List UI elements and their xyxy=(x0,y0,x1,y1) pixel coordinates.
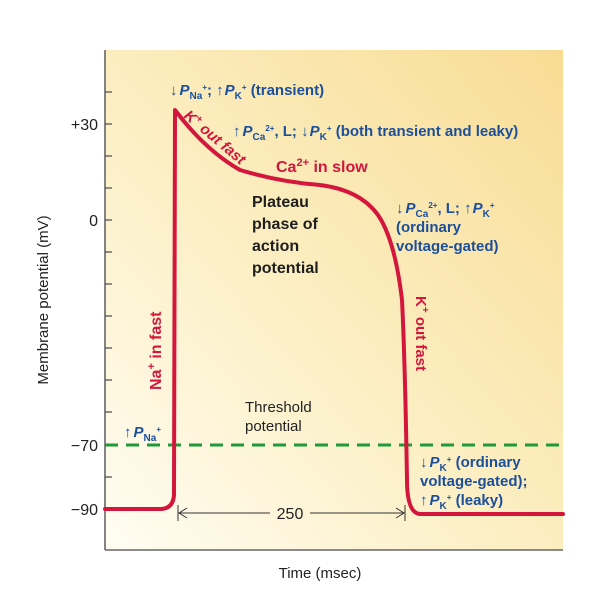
threshold-label-line1: Threshold xyxy=(245,399,312,416)
repolarization-note-line2: (ordinary xyxy=(396,219,462,236)
resting-note-line2: voltage-gated); xyxy=(420,473,528,490)
y-tick-label: −70 xyxy=(71,438,98,455)
svg-text:action: action xyxy=(252,238,299,255)
x-axis-label: Time (msec) xyxy=(279,565,362,582)
y-tick-labels: +30 0 −70 −90 xyxy=(71,117,98,519)
plateau-permeability-note: ↑ PCa2+, L; ↓PK+ (both transient and leak… xyxy=(233,123,518,143)
repolarization-note-line3: voltage-gated) xyxy=(396,238,499,255)
top-permeability-note: ↓ PNa+; ↑PK+ (transient) xyxy=(170,82,324,102)
y-tick-label: −90 xyxy=(71,502,98,519)
threshold-label-line2: potential xyxy=(245,418,302,435)
y-axis-label: Membrane potential (mV) xyxy=(35,215,52,384)
y-tick-label: 0 xyxy=(89,213,98,230)
svg-text:Plateau: Plateau xyxy=(252,194,309,211)
y-tick-label: +30 xyxy=(71,117,98,134)
duration-marker: 250 xyxy=(177,505,406,523)
resting-note-line3: ↑ PK+ (leaky) xyxy=(420,492,503,512)
duration-label: 250 xyxy=(277,506,304,523)
resting-permeability-note: ↓ PK+ (ordinary xyxy=(420,454,521,474)
pna-increase-note: ↑ PNa+ xyxy=(124,424,161,444)
na-in-fast-label: Na+ in fast xyxy=(146,311,165,390)
plot-background xyxy=(105,50,563,550)
repolarization-permeability-note: ↓ PCa2+, L; ↑PK+ xyxy=(396,200,495,220)
ca-in-slow-label: Ca2+ in slow xyxy=(276,157,368,176)
action-potential-trace xyxy=(103,108,565,516)
svg-text:potential: potential xyxy=(252,260,319,277)
svg-text:phase of: phase of xyxy=(252,216,318,233)
plateau-label: Plateau phase of action potential xyxy=(252,194,319,277)
k-out-fast-late-label: K+ out fast xyxy=(412,296,430,371)
